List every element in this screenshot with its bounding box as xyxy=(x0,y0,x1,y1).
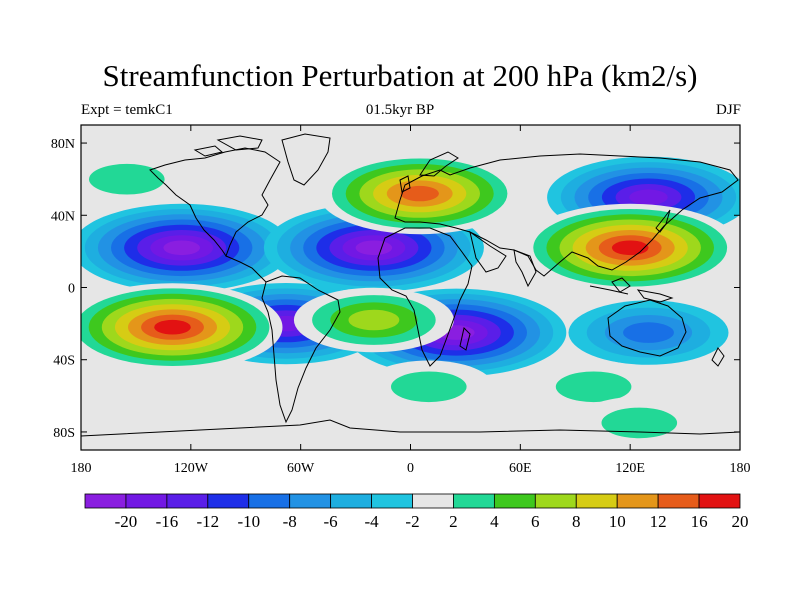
contour-band xyxy=(555,371,632,403)
coast-greenland xyxy=(281,133,331,186)
colorbar-label: 8 xyxy=(572,512,581,531)
coast-north-america xyxy=(149,147,281,258)
coast-india xyxy=(513,249,537,288)
colorbar: -20 -16 -12 -10 -8 -6 -4 -2 2 4 6 8 10 12 16 20 xyxy=(84,493,749,531)
lat-tick-label: 80S xyxy=(53,426,75,441)
lon-tick-label: 0 xyxy=(407,461,414,476)
field-feature-7 xyxy=(520,203,740,292)
lat-tick-label: 40S xyxy=(53,354,75,369)
coast-arabia xyxy=(469,230,507,273)
colorbar-swatch xyxy=(166,493,209,509)
colorbar-swatch xyxy=(534,493,577,509)
contour-band xyxy=(154,319,191,335)
colorbar-swatch xyxy=(248,493,291,509)
colorbar-label: -12 xyxy=(196,512,219,531)
colorbar-swatch xyxy=(84,493,127,509)
period-label: 01.5kyr BP xyxy=(365,102,435,118)
field-feature-13 xyxy=(574,396,705,450)
contour-band xyxy=(89,163,165,195)
colorbar-label: -8 xyxy=(283,512,297,531)
colorbar-label: 4 xyxy=(490,512,499,531)
colorbar-label: -2 xyxy=(405,512,419,531)
coast-madagascar xyxy=(459,327,471,351)
colorbar-swatch xyxy=(493,493,536,509)
colorbar-label: -4 xyxy=(365,512,380,531)
contour-band xyxy=(629,189,668,205)
colorbar-swatch xyxy=(616,493,659,509)
coast-arctic-islands xyxy=(193,135,263,157)
lon-tick-label: 180 xyxy=(730,461,751,476)
colorbar-swatch xyxy=(125,493,168,509)
field-feature-10 xyxy=(81,152,192,206)
lon-tick-label: 60W xyxy=(287,461,315,476)
lon-tick-label: 120W xyxy=(174,461,209,476)
lat-tick-label: 40N xyxy=(51,209,75,224)
contour-band xyxy=(348,309,400,331)
field-feature-11 xyxy=(364,360,494,414)
contour-band xyxy=(623,322,674,343)
coast-central-america xyxy=(225,255,267,283)
coast-eurasia xyxy=(394,153,739,277)
lon-tick-label: 60E xyxy=(509,461,532,476)
coast-indonesia xyxy=(589,277,674,303)
contour-band xyxy=(611,240,649,256)
colorbar-swatch xyxy=(330,493,372,509)
lat-tick-label: 80N xyxy=(51,137,75,152)
colorbar-label: -20 xyxy=(115,512,138,531)
coast-scandinavia xyxy=(419,151,459,177)
colorbar-swatch xyxy=(698,493,741,509)
field-feature-0 xyxy=(81,203,292,292)
lat-tick-label: 0 xyxy=(68,282,75,297)
colorbar-swatch xyxy=(289,493,332,509)
colorbar-swatch xyxy=(412,493,454,509)
coast-australia xyxy=(607,299,687,357)
contour-band xyxy=(163,240,200,256)
contour-field xyxy=(81,152,740,450)
lon-tick-label: 180 xyxy=(71,461,92,476)
colorbar-label: 20 xyxy=(732,512,749,531)
lon-tick-label: 120E xyxy=(615,461,645,476)
coastlines xyxy=(81,133,740,437)
field-feature-6 xyxy=(81,283,283,372)
colorbar-label: 2 xyxy=(449,512,458,531)
field-feature-8 xyxy=(318,153,522,235)
experiment-label: Expt = temkC1 xyxy=(81,102,173,118)
colorbar-swatch xyxy=(207,493,250,509)
colorbar-label: -6 xyxy=(324,512,338,531)
colorbar-label: -10 xyxy=(237,512,260,531)
colorbar-label: 6 xyxy=(531,512,540,531)
colorbar-swatch xyxy=(575,493,618,509)
contour-band xyxy=(601,407,678,439)
coast-antarctica xyxy=(81,419,740,437)
season-label: DJF xyxy=(715,102,741,118)
field-feature-5 xyxy=(568,300,729,365)
coast-africa xyxy=(377,227,473,367)
colorbar-swatch xyxy=(453,493,495,509)
field-feature-9 xyxy=(293,287,454,353)
colorbar-label: 16 xyxy=(691,512,708,531)
contour-band xyxy=(400,185,439,202)
coast-british-isles xyxy=(399,175,411,193)
colorbar-label: -16 xyxy=(156,512,179,531)
colorbar-label: 12 xyxy=(650,512,667,531)
colorbar-swatch xyxy=(371,493,413,509)
contour-band xyxy=(391,371,467,403)
plot-title: Streamfunction Perturbation at 200 hPa (… xyxy=(102,58,698,93)
colorbar-label: 10 xyxy=(609,512,626,531)
coast-new-zealand xyxy=(711,347,725,367)
colorbar-swatch xyxy=(657,493,700,509)
coast-japan xyxy=(655,209,671,233)
coast-south-america xyxy=(261,275,341,424)
contour-band xyxy=(355,240,393,256)
